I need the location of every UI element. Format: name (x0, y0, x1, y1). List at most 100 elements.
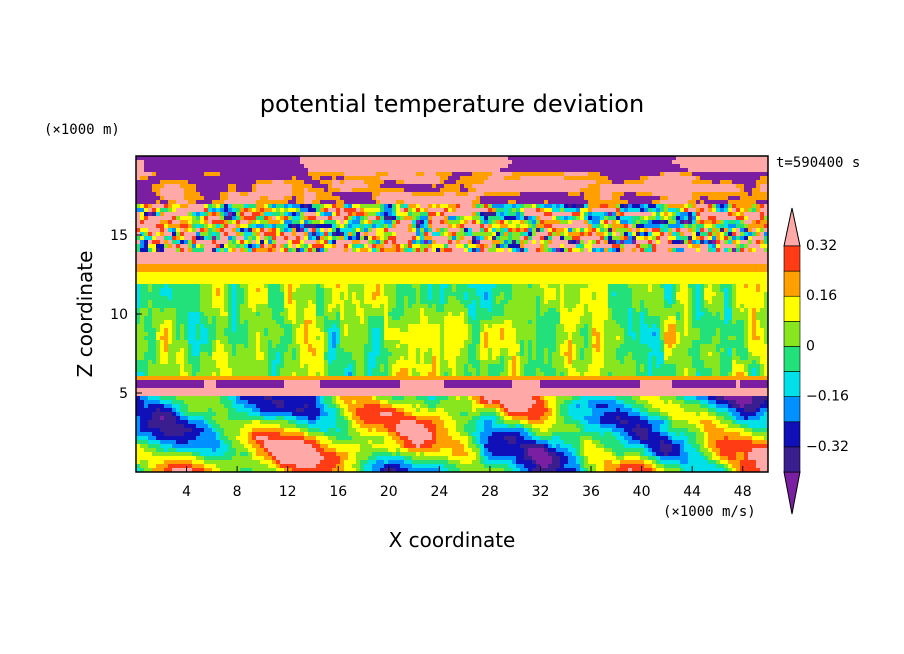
field-cell (692, 160, 697, 165)
field-cell (136, 228, 141, 233)
field-cell (428, 224, 433, 229)
field-cell (760, 256, 765, 261)
field-cell (508, 220, 513, 225)
field-cell (500, 268, 505, 273)
field-cell (208, 208, 213, 213)
field-cell (528, 212, 533, 217)
field-cell (204, 188, 209, 193)
field-cell (284, 176, 289, 181)
field-cell (284, 264, 289, 269)
field-cell (212, 156, 217, 161)
field-cell (636, 212, 641, 217)
field-cell (268, 184, 273, 189)
field-cell (272, 208, 277, 213)
field-cell (444, 224, 449, 229)
field-cell (492, 272, 497, 277)
field-cell (236, 208, 241, 213)
field-cell (448, 240, 453, 245)
field-cell (212, 184, 217, 189)
field-cell (136, 248, 141, 253)
field-cell (684, 268, 689, 273)
field-cell (368, 280, 373, 285)
field-cell (228, 280, 233, 285)
field-cell (360, 220, 365, 225)
field-cell (476, 212, 481, 217)
field-cell (712, 248, 717, 253)
field-cell (352, 184, 357, 189)
field-cell (228, 236, 233, 241)
field-cell (452, 184, 457, 189)
field-cell (652, 248, 657, 253)
field-cell (160, 244, 165, 249)
field-cell (244, 220, 249, 225)
field-cell (708, 176, 713, 181)
field-cell (196, 204, 201, 209)
field-cell (564, 232, 569, 237)
field-cell (276, 180, 281, 185)
field-cell (340, 244, 345, 249)
field-cell (564, 268, 569, 273)
field-cell (748, 240, 753, 245)
field-cell (684, 264, 689, 269)
field-cell (344, 180, 349, 185)
field-cell (756, 192, 761, 197)
field-cell (684, 228, 689, 233)
field-cell (672, 232, 677, 237)
field-cell (640, 240, 645, 245)
field-cell (484, 248, 489, 253)
field-cell (728, 176, 733, 181)
field-cell (248, 184, 253, 189)
field-cell (540, 276, 545, 281)
field-cell (228, 184, 233, 189)
field-cell (648, 272, 653, 277)
field-cell (568, 268, 573, 273)
field-cell (364, 164, 369, 169)
field-cell (556, 220, 561, 225)
field-cell (548, 212, 553, 217)
field-cell (316, 172, 321, 177)
field-cell (600, 220, 605, 225)
field-cell (660, 184, 665, 189)
field-cell (196, 248, 201, 253)
field-cell (488, 172, 493, 177)
field-cell (612, 172, 617, 177)
field-cell (616, 228, 621, 233)
field-cell (680, 188, 685, 193)
field-cell (180, 180, 185, 185)
field-cell (420, 188, 425, 193)
field-cell (292, 272, 297, 277)
field-cell (232, 240, 237, 245)
field-cell (640, 180, 645, 185)
field-cell (496, 268, 501, 273)
field-cell (400, 216, 405, 221)
field-cell (180, 228, 185, 233)
field-cell (400, 232, 405, 237)
field-cell (636, 216, 641, 221)
field-cell (156, 276, 161, 281)
field-cell (308, 252, 313, 257)
field-cell (320, 156, 325, 161)
field-cell (620, 200, 625, 205)
field-cell (668, 264, 673, 269)
field-cell (252, 276, 257, 281)
field-cell (236, 160, 241, 165)
field-cell (592, 156, 597, 161)
field-cell (732, 220, 737, 225)
field-cell (608, 196, 613, 201)
field-cell (340, 228, 345, 233)
field-cell (264, 220, 269, 225)
field-cell (724, 268, 729, 273)
field-cell (588, 220, 593, 225)
field-cell (704, 224, 709, 229)
field-cell (272, 212, 277, 217)
field-cell (584, 216, 589, 221)
field-cell (640, 216, 645, 221)
field-cell (156, 280, 161, 285)
field-cell (500, 232, 505, 237)
field-cell (580, 184, 585, 189)
field-cell (744, 264, 749, 269)
field-cell (236, 200, 241, 205)
field-cell (684, 200, 689, 205)
field-cell (652, 192, 657, 197)
field-cell (292, 172, 297, 177)
